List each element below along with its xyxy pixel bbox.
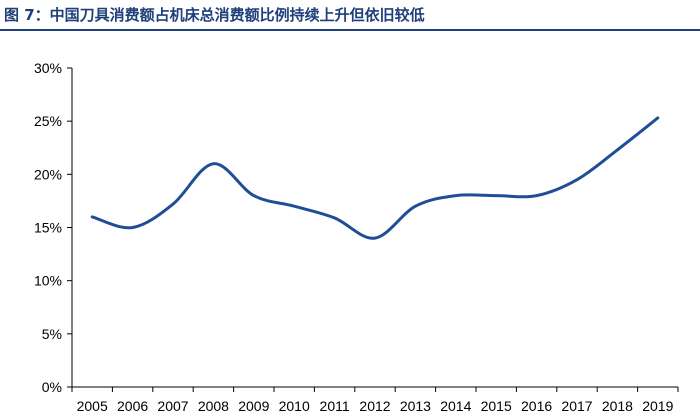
y-tick-label: 20% <box>34 166 62 182</box>
x-tick-label: 2012 <box>359 398 390 414</box>
x-tick-label: 2007 <box>157 398 188 414</box>
x-tick-label: 2010 <box>279 398 310 414</box>
figure-title: 图 7：中国刀具消费额占机床总消费额比例持续上升但依旧较低 <box>4 6 425 24</box>
series-line <box>90 116 660 240</box>
x-tick-label: 2011 <box>320 398 350 414</box>
y-tick-label: 0% <box>42 379 62 395</box>
y-tick-label: 5% <box>42 326 62 342</box>
x-tick-label: 2013 <box>400 398 431 414</box>
x-tick-label: 2019 <box>642 398 673 414</box>
x-tick-label: 2009 <box>238 398 269 414</box>
y-tick-label: 25% <box>34 113 62 129</box>
y-tick-label: 10% <box>34 273 62 289</box>
x-tick-label: 2008 <box>198 398 229 414</box>
y-tick-label: 30% <box>34 60 62 76</box>
x-tick-label: 2014 <box>440 398 471 414</box>
x-tick-label: 2017 <box>561 398 592 414</box>
x-tick-label: 2016 <box>521 398 552 414</box>
x-tick-label: 2015 <box>481 398 512 414</box>
x-tick-label: 2005 <box>77 398 108 414</box>
chart-series <box>90 116 660 240</box>
x-tick-label: 2018 <box>602 398 633 414</box>
y-tick-label: 15% <box>34 220 62 236</box>
y-axis-tick-labels: 0% 5% 10% 15% 20% 25% 30% <box>34 60 62 395</box>
x-tick-label: 2006 <box>117 398 148 414</box>
chart-axes <box>67 67 679 392</box>
x-axis-tick-labels: 2005 2006 2007 2008 2009 2010 2011 2012 2013 2014… <box>77 398 674 414</box>
title-divider <box>0 29 700 31</box>
